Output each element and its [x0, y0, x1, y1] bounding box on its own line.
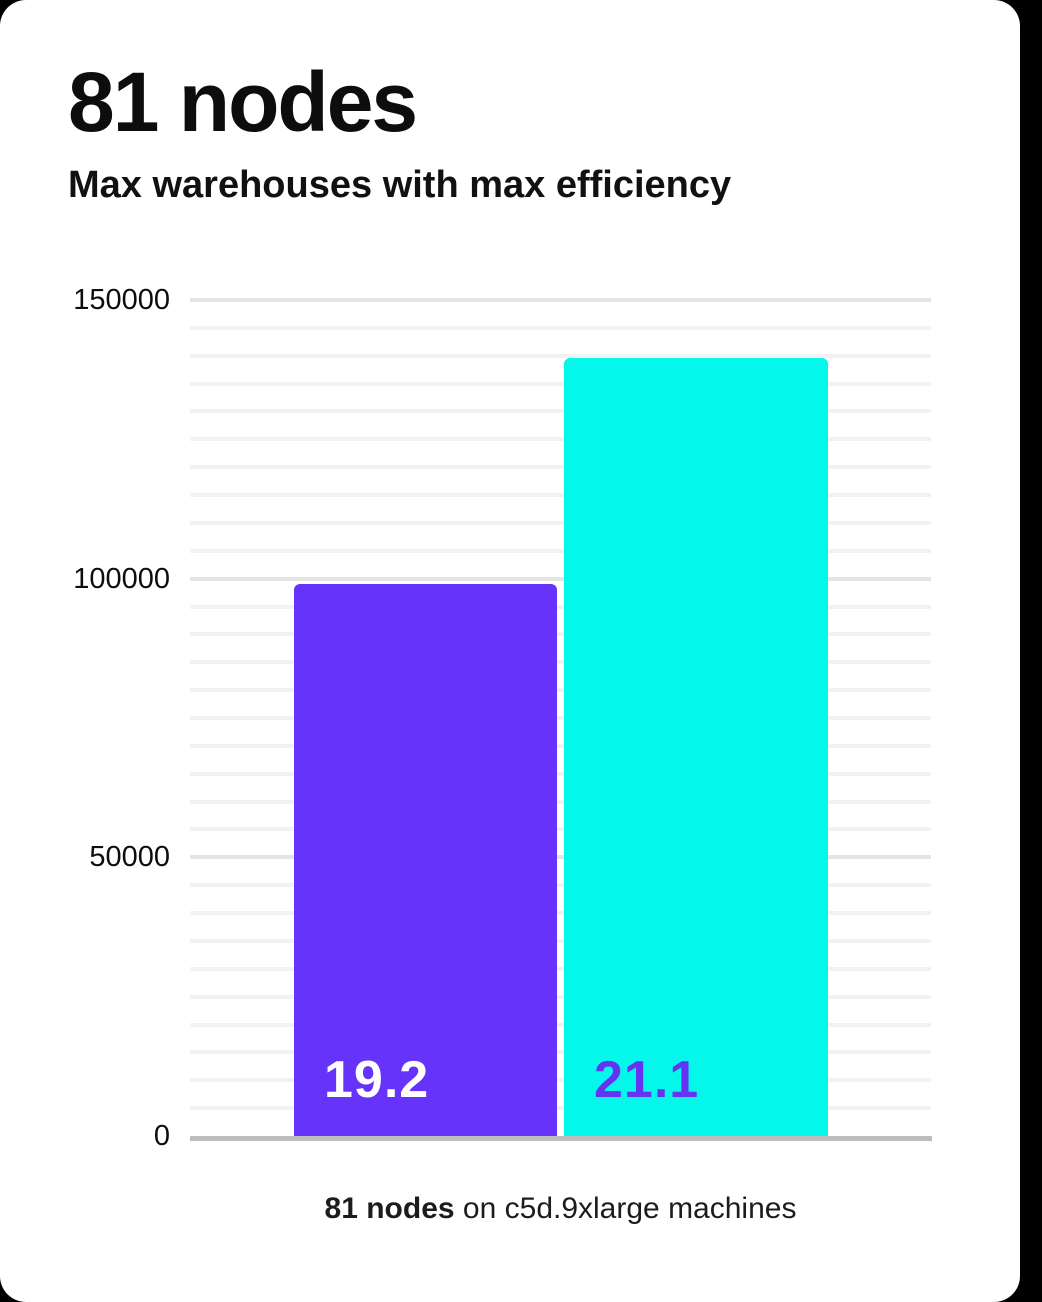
page-subtitle: Max warehouses with max efficiency: [68, 164, 732, 206]
gridline-minor: [190, 966, 931, 971]
chart-card: 81 nodes Max warehouses with max efficie…: [0, 0, 1020, 1302]
gridline-minor: [190, 660, 931, 665]
gridline-minor: [190, 520, 931, 525]
y-tick-label: 150000: [73, 284, 170, 316]
gridline-minor: [190, 1106, 931, 1111]
gridline-minor: [190, 716, 931, 720]
gridline-minor: [190, 632, 931, 637]
y-tick-label: 0: [153, 1120, 170, 1152]
x-axis-line: [190, 1136, 932, 1141]
chart-bar-2: 21.1: [564, 358, 828, 1136]
gridline-minor: [190, 1022, 931, 1027]
y-tick-label: 100000: [73, 562, 170, 595]
gridline-minor: [190, 1078, 931, 1083]
gridline-major: [190, 576, 931, 581]
gridline-minor: [190, 437, 931, 442]
gridline-minor: [190, 771, 931, 776]
bar-value-label: 21.1: [594, 1051, 700, 1109]
gridline-minor: [190, 409, 931, 414]
gridline-minor: [190, 883, 931, 888]
gridline-minor: [190, 994, 931, 999]
y-tick-label: 50000: [89, 841, 170, 874]
gridline-minor: [190, 1050, 931, 1055]
gridline-minor: [190, 911, 931, 916]
gridline-minor: [190, 381, 931, 386]
gridline-major: [190, 855, 931, 860]
plot-area: 19.2 21.1: [190, 298, 931, 1136]
gridline-major: [190, 298, 931, 302]
gridline-minor: [190, 827, 931, 832]
gridline-minor: [190, 604, 931, 609]
gridline-minor: [190, 743, 931, 748]
page-title: 81 nodes: [68, 55, 418, 149]
gridline-minor: [190, 688, 931, 693]
gridline-minor: [190, 799, 931, 804]
y-axis-labels: 0 50000 100000 150000: [40, 284, 170, 1152]
gridline-minor: [190, 493, 931, 498]
gridline-minor: [190, 938, 931, 943]
caption-bold: 81 nodes: [324, 1192, 455, 1225]
caption-rest: on c5d.9xlarge machines: [454, 1192, 797, 1225]
gridline-minor: [190, 465, 931, 470]
gridline-minor: [190, 548, 931, 553]
bar-value-label: 19.2: [324, 1051, 430, 1109]
gridline-minor: [190, 325, 931, 330]
chart-caption: 81 nodes on c5d.9xlarge machines: [190, 1192, 931, 1226]
gridline-minor: [190, 353, 931, 358]
chart-bar-1: 19.2: [294, 584, 557, 1136]
